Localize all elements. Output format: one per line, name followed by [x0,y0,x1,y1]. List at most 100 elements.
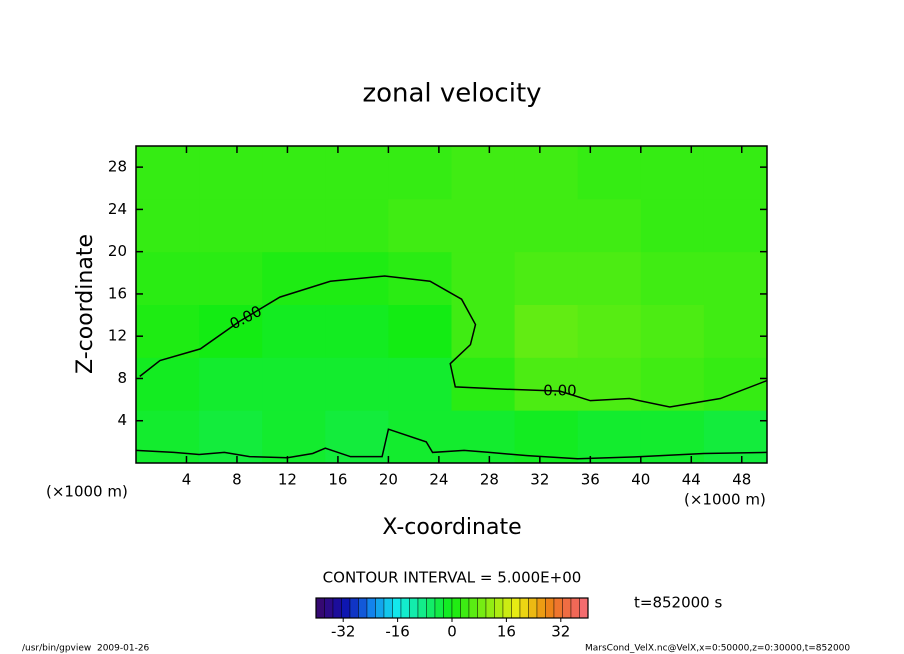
field-cell [136,251,200,305]
y-tick-label: 8 [117,369,127,387]
x-tick-label: 36 [581,471,600,489]
field-cell [514,146,579,200]
field-cell [451,357,516,411]
field-cell [577,198,642,253]
field-cell [388,251,452,305]
contour-line [135,428,768,460]
field-cell [640,304,705,358]
field-cell [703,198,768,253]
field-cell [388,304,452,358]
x-tick-label: 20 [379,471,398,489]
field-cell [514,251,579,305]
field-cell [577,357,642,411]
field-cell [451,146,516,200]
field-cell [199,410,263,464]
y-axis-label: Z-coordinate [73,234,98,374]
x-tick-label: 8 [232,471,242,489]
colorbar-box [468,597,478,619]
field-cell [577,410,642,464]
x-tick-label: 44 [682,471,701,489]
y-tick-label: 24 [108,200,127,218]
field-cell [514,410,579,464]
colorbar-box [494,597,504,619]
y-tick-label: 12 [108,327,127,345]
x-tick-label: 48 [732,471,751,489]
field-cell [451,251,516,305]
colorbar-box [536,597,546,619]
colorbar-box [358,597,368,619]
field-cell [388,146,452,200]
field-cell [262,251,326,305]
colorbar-box [400,597,410,619]
field-cell [514,304,579,358]
colorbar-box [383,597,393,619]
field-cell [325,198,389,253]
field-cell [262,410,326,464]
x-tick-label: 4 [182,471,192,489]
footer-right: MarsCond_VelX.nc@VelX,x=0:50000,z=0:3000… [585,644,850,654]
contour-interval: CONTOUR INTERVAL = 5.000E+00 [323,569,582,587]
field-cell [640,357,705,411]
field-cell [136,146,200,200]
field-cell [262,357,326,411]
time-label: t=852000 s [634,594,722,612]
colorbar-box [485,597,495,619]
contour-label: 0.00 [543,382,576,400]
footer-left: /usr/bin/gpview 2009-01-26 [22,644,150,654]
field-cell [388,198,452,253]
field-cell [325,357,389,411]
field-cell [640,251,705,305]
colorbar-box [528,597,538,619]
field-cell [136,410,200,464]
field-cell [262,304,326,358]
colorbar-tick-label: -16 [385,623,410,641]
colorbar-tick-label: -32 [331,623,356,641]
plot-frame [135,145,768,464]
colorbar-box [553,597,563,619]
field-cell [199,198,263,253]
colorbar-box [366,597,376,619]
x-tick-label: 16 [328,471,347,489]
field-cell [388,357,452,411]
field-cell [199,357,263,411]
colorbar-box [426,597,436,619]
x-tick-label: 12 [278,471,297,489]
field-cell [262,198,326,253]
field-cell [262,146,326,200]
y-unit: (×1000 m) [46,483,128,501]
field-cell [577,146,642,200]
colorbar-box [511,597,521,619]
field-cell [703,146,768,200]
field-cell [136,304,200,358]
colorbar-tick-label: 0 [447,623,457,641]
field-cell [640,198,705,253]
colorbar-box [392,597,402,619]
colorbar-box [579,597,589,619]
field-cell [325,410,389,464]
y-tick-label: 16 [108,284,127,302]
field-cell [577,251,642,305]
field-cell [451,304,516,358]
colorbar-box [570,597,580,619]
field-cell [136,198,200,253]
colorbar-box [324,597,334,619]
colorbar-box [332,597,342,619]
x-tick-label: 32 [530,471,549,489]
colorbar-box [443,597,453,619]
y-tick-label: 4 [117,411,127,429]
contour-line [139,275,768,408]
chart-title: zonal velocity [362,79,541,109]
field-cell [514,198,579,253]
x-tick-label: 40 [631,471,650,489]
colorbar-box [460,597,470,619]
field-cell [640,146,705,200]
field-cell [451,198,516,253]
field-cell [136,357,200,411]
colorbar-box [519,597,529,619]
field-cell [703,410,768,464]
x-unit: (×1000 m) [684,491,766,509]
field-cell [703,304,768,358]
colorbar-box [417,597,427,619]
field-cell [199,146,263,200]
